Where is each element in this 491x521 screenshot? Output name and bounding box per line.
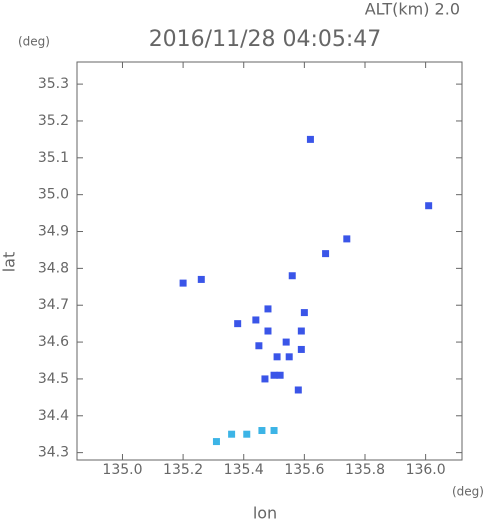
annotation: ALT(km) 2.0 bbox=[365, 0, 460, 19]
y-tick-label: 34.6 bbox=[38, 334, 69, 350]
x-tick-label: 135.8 bbox=[345, 462, 385, 478]
x-axis-label: lon bbox=[253, 504, 277, 521]
y-tick-label: 35.3 bbox=[38, 76, 69, 92]
y-tick-label: 34.9 bbox=[38, 224, 69, 240]
x-unit: (deg) bbox=[452, 485, 484, 499]
y-tick-label: 34.5 bbox=[38, 371, 69, 387]
echo-cell bbox=[255, 342, 263, 350]
echo-cell bbox=[179, 279, 187, 287]
echo-cell bbox=[276, 371, 284, 379]
echo-cell bbox=[264, 305, 272, 313]
echo-cell bbox=[306, 135, 314, 143]
echo-cell bbox=[252, 316, 260, 324]
x-tick-label: 136.0 bbox=[406, 462, 446, 478]
echo-cell bbox=[425, 202, 433, 210]
echo-cell bbox=[343, 235, 351, 243]
echo-cell bbox=[264, 327, 272, 335]
y-axis-label: lat bbox=[0, 252, 19, 273]
plot-frame bbox=[76, 61, 463, 461]
chart-title: 2016/11/28 04:05:47 bbox=[149, 27, 382, 52]
y-tick-label: 34.8 bbox=[38, 260, 69, 276]
echo-cell bbox=[258, 427, 266, 435]
y-tick-label: 35.2 bbox=[38, 113, 69, 129]
x-tick-label: 135.0 bbox=[102, 462, 142, 478]
echo-cell bbox=[212, 438, 220, 446]
echo-cell bbox=[234, 320, 242, 328]
echo-cell bbox=[282, 338, 290, 346]
echo-cell bbox=[322, 250, 330, 258]
echo-cell bbox=[288, 272, 296, 280]
y-unit: (deg) bbox=[18, 35, 50, 49]
echo-cell bbox=[294, 386, 302, 394]
echo-cell bbox=[297, 345, 305, 353]
x-tick-label: 135.6 bbox=[284, 462, 324, 478]
echo-cell bbox=[197, 275, 205, 283]
y-tick-label: 34.7 bbox=[38, 297, 69, 313]
y-tick-label: 35.0 bbox=[38, 187, 69, 203]
echo-cell bbox=[228, 430, 236, 438]
echo-cell bbox=[285, 353, 293, 361]
echo-cell bbox=[270, 371, 278, 379]
echo-cell bbox=[297, 327, 305, 335]
echo-cell bbox=[273, 353, 281, 361]
y-tick-label: 34.4 bbox=[38, 408, 69, 424]
echo-cell bbox=[243, 430, 251, 438]
x-tick-label: 135.4 bbox=[224, 462, 264, 478]
x-tick-label: 135.2 bbox=[163, 462, 203, 478]
echo-cell bbox=[270, 427, 278, 435]
echo-cell bbox=[300, 309, 308, 317]
echo-cell bbox=[261, 375, 269, 383]
y-tick-label: 35.1 bbox=[38, 150, 69, 166]
y-tick-label: 34.3 bbox=[38, 445, 69, 461]
